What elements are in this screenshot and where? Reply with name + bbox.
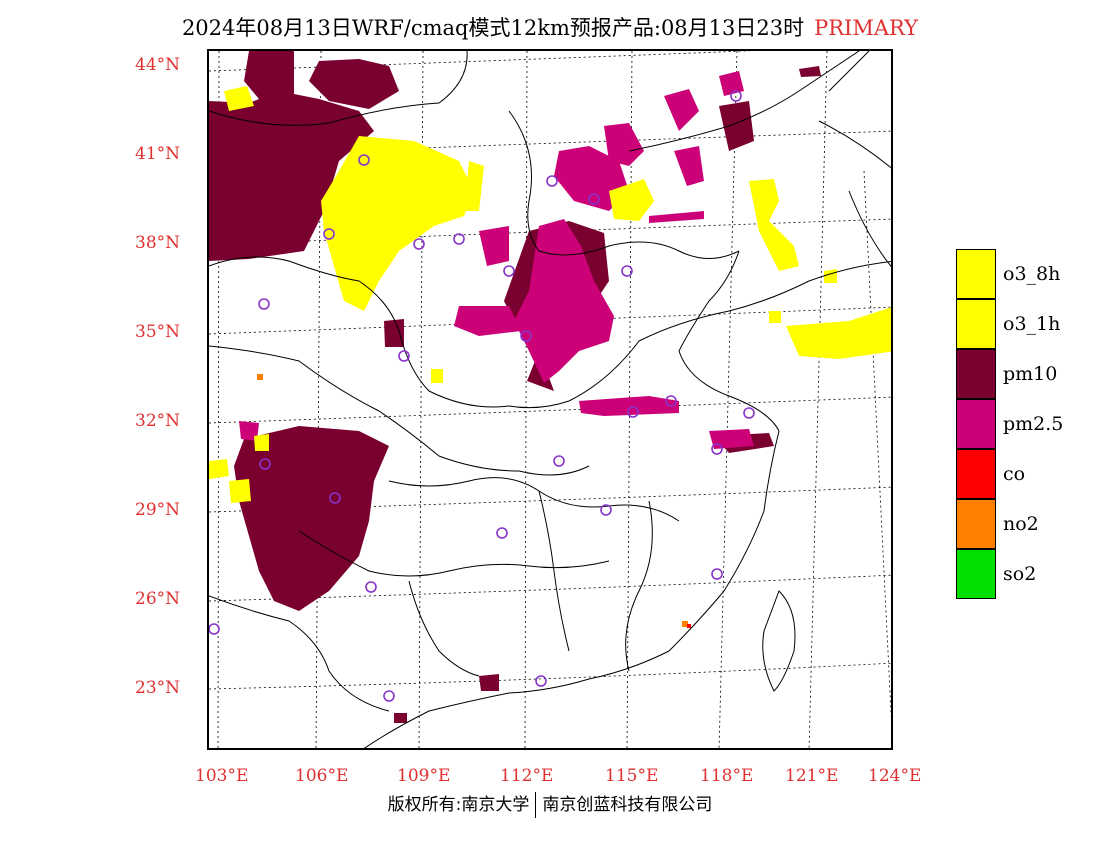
lat-label-38: 38°N	[135, 233, 181, 253]
copyright-company: 南京创蓝科技有限公司	[542, 795, 713, 815]
primary-status-label: PRIMARY	[814, 16, 919, 40]
lon-label-115: 115°E	[605, 766, 659, 786]
lon-label-103: 103°E	[195, 766, 249, 786]
lon-label-121: 121°E	[785, 766, 839, 786]
legend-label: o3_8h	[1003, 263, 1061, 285]
legend-swatch	[956, 299, 996, 349]
copyright-footer: 版权所有:南京大学 南京创蓝科技有限公司	[0, 790, 1100, 818]
pm25-regions	[239, 71, 754, 449]
map-panel[interactable]	[207, 49, 893, 750]
lat-label-29: 29°N	[135, 500, 181, 520]
title-text: 2024年08月13日WRF/cmaq模式12km预报产品:08月13日23时	[181, 16, 805, 40]
site-markers	[209, 90, 755, 702]
lat-label-44: 44°N	[135, 55, 181, 75]
map-title: 2024年08月13日WRF/cmaq模式12km预报产品:08月13日23时 P…	[0, 12, 1100, 42]
pm10-regions	[209, 51, 821, 723]
copyright-owner: 版权所有:南京大学	[387, 795, 530, 815]
o3-regions	[209, 86, 891, 503]
lon-label-112: 112°E	[500, 766, 554, 786]
legend-label: no2	[1003, 513, 1039, 535]
boundaries	[209, 51, 891, 748]
footer-divider	[535, 792, 537, 818]
legend-swatch	[956, 349, 996, 399]
legend-label: pm10	[1003, 363, 1058, 385]
legend-swatch	[956, 399, 996, 449]
legend-swatch	[956, 449, 996, 499]
lat-label-35: 35°N	[135, 322, 181, 342]
legend-label: pm2.5	[1003, 413, 1064, 435]
lon-label-106: 106°E	[295, 766, 349, 786]
legend-swatch	[956, 549, 996, 599]
legend-label: co	[1003, 463, 1026, 485]
legend-swatch	[956, 249, 996, 299]
lon-label-124: 124°E	[868, 766, 922, 786]
co-no2-cells	[257, 374, 691, 628]
legend-label: o3_1h	[1003, 313, 1061, 335]
lon-label-118: 118°E	[700, 766, 754, 786]
lat-label-32: 32°N	[135, 411, 181, 431]
lat-label-26: 26°N	[135, 589, 181, 609]
lon-label-109: 109°E	[397, 766, 451, 786]
legend-label: so2	[1003, 563, 1037, 585]
pollution-map	[209, 51, 891, 748]
lat-label-41: 41°N	[135, 144, 181, 164]
legend-swatch	[956, 499, 996, 549]
lat-label-23: 23°N	[135, 678, 181, 698]
